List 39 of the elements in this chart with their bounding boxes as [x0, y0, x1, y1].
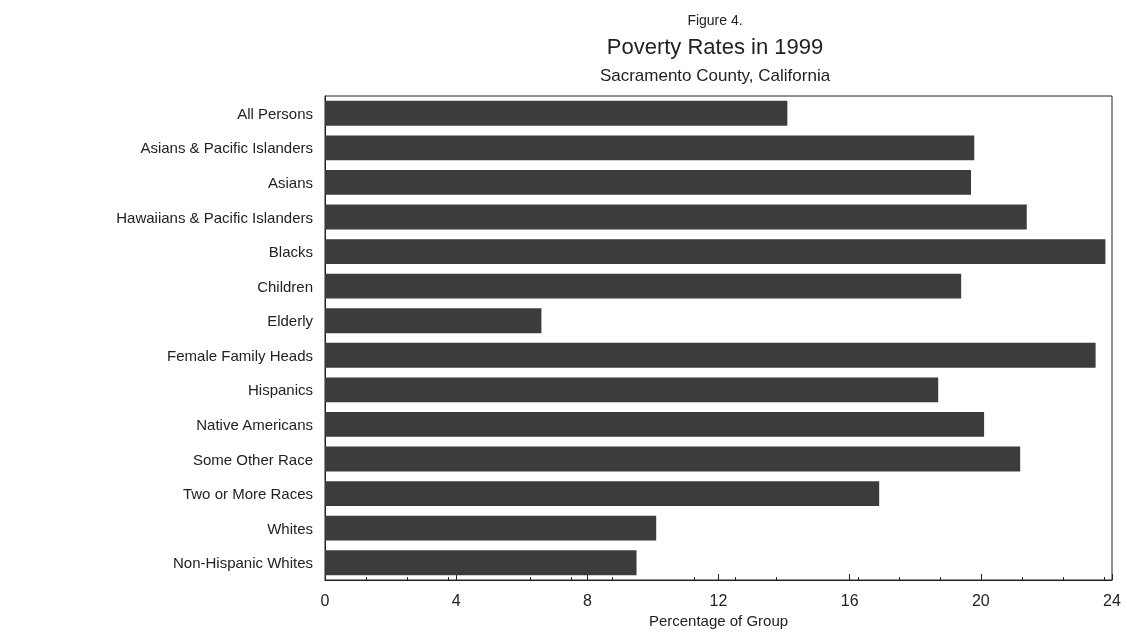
bar [325, 550, 637, 576]
x-axis-title: Percentage of Group [648, 611, 789, 629]
y-tick-label: All Persons [237, 104, 313, 122]
x-tick-label: 8 [582, 591, 592, 609]
x-tick-label: 12 [709, 591, 728, 609]
y-tick-label: Two or More Races [182, 485, 313, 503]
caption: Figure 4. [687, 12, 743, 28]
bar [325, 273, 962, 299]
bar [325, 100, 788, 126]
x-tick-label: 0 [320, 591, 330, 609]
bar [325, 481, 880, 507]
bar [325, 308, 542, 334]
chart-subtitle: Sacramento County, California [599, 66, 831, 85]
bar [325, 377, 939, 403]
y-tick-label: Native Americans [196, 415, 313, 433]
y-tick-label: Non-Hispanic Whites [172, 554, 313, 572]
x-tick-label: 24 [1103, 591, 1121, 609]
bar [325, 515, 657, 541]
bar [325, 411, 985, 437]
bar [325, 169, 971, 195]
y-tick-label: Hawaiians & Pacific Islanders [116, 208, 313, 226]
y-tick-label: Whites [267, 519, 313, 537]
bar [325, 135, 975, 161]
x-tick-label: 16 [840, 591, 859, 609]
bar [325, 342, 1096, 368]
y-tick-label: Hispanics [247, 381, 313, 399]
y-tick-label: Blacks [268, 243, 313, 261]
bar [325, 446, 1021, 472]
y-tick-label: Asians & Pacific Islanders [140, 139, 313, 157]
chart-title: Poverty Rates in 1999 [606, 33, 824, 59]
y-tick-label: Children [257, 277, 313, 295]
y-tick-label: Some Other Race [192, 450, 313, 468]
bar [325, 239, 1106, 265]
x-tick-label: 20 [971, 591, 990, 609]
y-tick-label: Asians [267, 173, 313, 191]
bar [325, 204, 1027, 230]
y-tick-label: Female Family Heads [167, 346, 313, 364]
x-tick-label: 4 [451, 591, 461, 609]
y-tick-label: Elderly [267, 312, 314, 330]
